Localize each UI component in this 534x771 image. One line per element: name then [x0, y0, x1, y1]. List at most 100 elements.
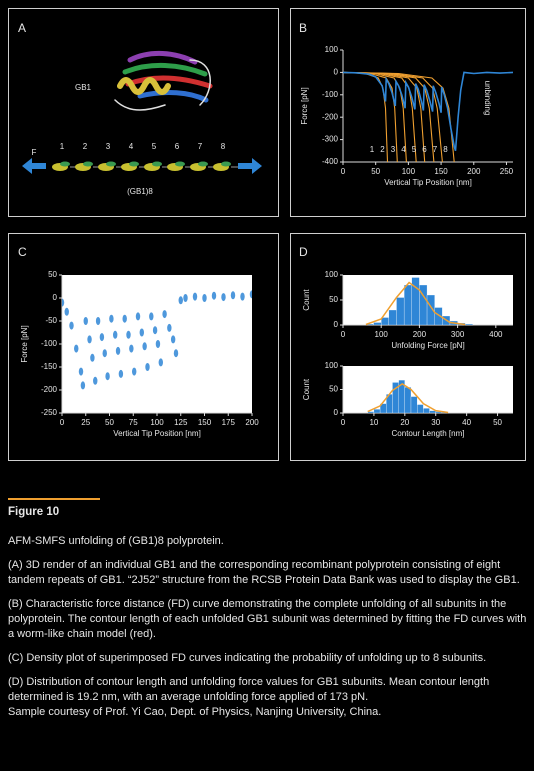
x-tick-label: 0 [341, 418, 346, 427]
rupture-label: 2 [380, 145, 385, 154]
repeat-number: 7 [198, 142, 203, 151]
x-tick-label: 20 [400, 418, 409, 427]
fit-curve [367, 383, 449, 414]
histogram-bar [396, 297, 405, 326]
x-tick-label: 200 [467, 167, 481, 176]
density-point [170, 335, 176, 344]
density-point [221, 293, 226, 302]
x-tick-label: 200 [413, 330, 427, 339]
density-point [102, 349, 107, 358]
annotation: unbinding [483, 81, 492, 116]
x-axis-label: Vertical Tip Position [nm] [384, 178, 472, 187]
plot [62, 290, 252, 390]
y-tick-label: -300 [322, 135, 339, 144]
panel-frame [8, 8, 279, 217]
density-point [109, 314, 114, 323]
y-tick-label: 0 [53, 293, 58, 302]
density-point [115, 346, 121, 355]
repeat-number: 1 [60, 142, 65, 151]
density-point [142, 342, 147, 351]
x-tick-label: 400 [489, 330, 503, 339]
density-point [74, 344, 79, 353]
density-point [240, 292, 245, 301]
fit-curve [365, 281, 466, 326]
density-point [87, 335, 92, 344]
y-tick-label: -100 [41, 339, 58, 348]
y-axis-label: Force [pN] [20, 325, 29, 362]
density-point [230, 291, 236, 300]
density-point [249, 290, 252, 299]
x-tick-label: 40 [462, 418, 471, 427]
plot [343, 71, 513, 163]
rupture-label: 3 [391, 145, 396, 154]
y-tick-label: -200 [322, 112, 339, 121]
repeat-number: 6 [175, 142, 180, 151]
rupture-label: 7 [433, 145, 438, 154]
density-point [105, 372, 110, 381]
y-tick-label: -150 [41, 362, 58, 371]
caption-paragraph: (A) 3D render of an individual GB1 and t… [8, 559, 520, 586]
y-tick-label: 50 [329, 295, 338, 304]
x-tick-label: 0 [60, 418, 65, 427]
x-tick-label: 50 [371, 167, 380, 176]
y-axis-label: Count [302, 289, 311, 311]
y-tick-label: -250 [41, 408, 58, 417]
x-tick-label: 0 [341, 167, 346, 176]
caption: Figure 10 AFM-SMFS unfolding of (GB1)8 p… [8, 505, 528, 720]
density-point [90, 353, 95, 362]
density-point [95, 317, 101, 325]
histogram-bar [403, 284, 412, 326]
x-tick-label: 30 [431, 418, 440, 427]
subunit [60, 161, 70, 167]
subunit [175, 161, 185, 167]
x-axis-label: Contour Length [nm] [392, 429, 465, 438]
density-point [113, 330, 118, 339]
density-point [78, 367, 84, 376]
caption-paragraph: (D) Distribution of contour length and u… [8, 676, 490, 703]
subunit [83, 161, 93, 167]
density-point [162, 310, 167, 319]
subunit [221, 161, 231, 167]
histogram-bar [423, 408, 430, 414]
density-point [155, 340, 161, 348]
caption-credit: Sample courtesy of Prof. Yi Cao, Dept. o… [8, 706, 382, 718]
y-tick-label: 0 [334, 68, 339, 77]
histogram-bar [465, 323, 474, 326]
rupture-label: 6 [422, 145, 427, 154]
x-tick-label: 200 [245, 418, 259, 427]
density-point [178, 296, 183, 305]
y-axis-label: Count [302, 378, 311, 400]
subunit [106, 161, 116, 167]
x-tick-label: 75 [129, 418, 138, 427]
panel-letter: A [18, 21, 26, 35]
rupture-label: 1 [370, 145, 375, 154]
density-point [183, 294, 188, 302]
density-point [122, 314, 127, 323]
repeat-number: 3 [106, 142, 111, 151]
y-tick-label: -50 [45, 316, 57, 325]
rupture-label: 5 [412, 145, 417, 154]
histogram-bar [404, 386, 412, 414]
x-tick-label: 300 [451, 330, 465, 339]
density-point [80, 381, 86, 390]
x-axis-label: Unfolding Force [pN] [391, 341, 464, 350]
density-point [62, 298, 65, 307]
plot-area [343, 366, 513, 413]
y-tick-label: -200 [41, 385, 58, 394]
histogram-bar [373, 409, 381, 414]
repeat-number: 5 [152, 142, 157, 151]
y-tick-label: -400 [322, 157, 339, 166]
histogram-bar [417, 404, 424, 414]
histogram-bar [410, 396, 418, 414]
y-tick-label: 0 [334, 408, 339, 417]
repeat-number: 4 [129, 142, 134, 151]
x-tick-label: 125 [174, 418, 188, 427]
density-point [145, 363, 150, 371]
y-tick-label: -100 [322, 90, 339, 99]
x-tick-label: 100 [375, 330, 389, 339]
density-point [64, 307, 69, 316]
x-tick-label: 10 [369, 418, 378, 427]
x-tick-label: 175 [222, 418, 236, 427]
